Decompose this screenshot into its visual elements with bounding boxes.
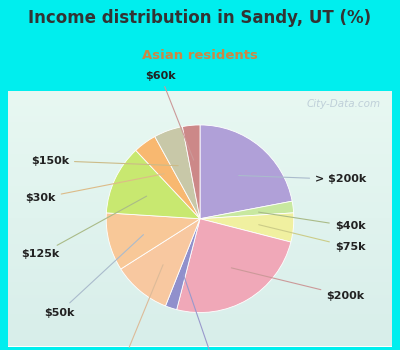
Text: $125k: $125k	[22, 196, 147, 259]
Wedge shape	[106, 213, 200, 269]
Wedge shape	[121, 219, 200, 306]
Text: $30k: $30k	[25, 174, 164, 203]
Wedge shape	[200, 125, 292, 219]
Text: $50k: $50k	[44, 234, 144, 317]
Wedge shape	[136, 136, 200, 219]
Wedge shape	[177, 219, 291, 313]
Text: City-Data.com: City-Data.com	[306, 99, 380, 108]
Text: Income distribution in Sandy, UT (%): Income distribution in Sandy, UT (%)	[28, 9, 372, 27]
Text: Asian residents: Asian residents	[142, 49, 258, 62]
Text: $10k: $10k	[184, 275, 229, 350]
Text: > $200k: > $200k	[239, 174, 366, 184]
Text: $200k: $200k	[231, 268, 364, 301]
Wedge shape	[200, 201, 294, 219]
Wedge shape	[106, 150, 200, 219]
Text: $60k: $60k	[145, 71, 194, 160]
Text: $150k: $150k	[31, 156, 178, 166]
Wedge shape	[155, 127, 200, 219]
Text: $75k: $75k	[259, 225, 365, 252]
Text: $100k: $100k	[106, 265, 163, 350]
Wedge shape	[200, 213, 294, 242]
Text: $40k: $40k	[258, 212, 365, 231]
Wedge shape	[182, 125, 200, 219]
Wedge shape	[166, 219, 200, 310]
